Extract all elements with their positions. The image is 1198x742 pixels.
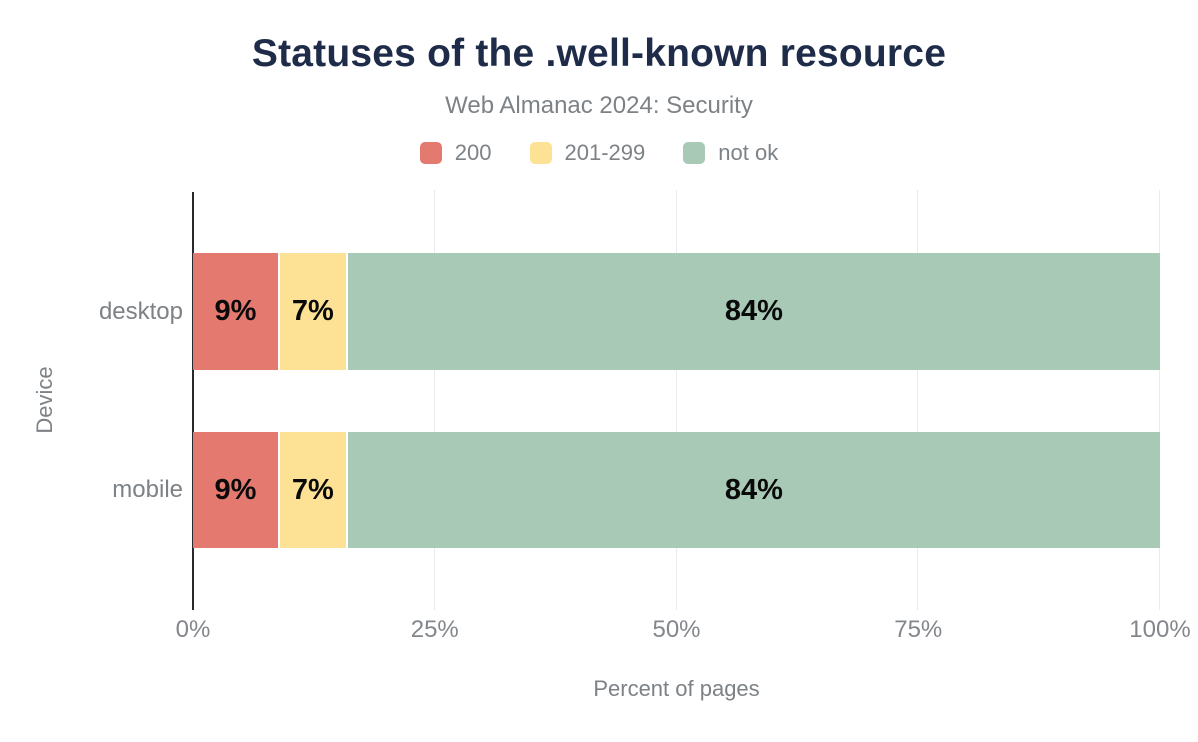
legend-label: 200 (454, 140, 492, 165)
x-tick-100: 100% (1129, 616, 1191, 643)
bar-value-label: 7% (291, 295, 334, 327)
bar-row-mobile: 9% 7% 84% (193, 432, 1160, 548)
bar-segment-desktop-201-299[interactable]: 7% (280, 253, 348, 370)
bar-row-desktop: 9% 7% 84% (193, 253, 1160, 370)
legend-swatch-icon (683, 142, 706, 164)
legend: 200 201-299 not ok (0, 140, 1198, 166)
x-tick-25: 25% (410, 616, 459, 643)
gridline-25 (433, 190, 435, 610)
legend-swatch-icon (419, 142, 442, 164)
bar-value-label: 84% (724, 295, 783, 327)
bar-segment-desktop-200[interactable]: 9% (193, 253, 281, 370)
legend-label: not ok (718, 140, 779, 165)
bar-segment-desktop-not-ok[interactable]: 84% (347, 253, 1160, 370)
bar-value-label: 84% (724, 473, 783, 506)
bar-segment-mobile-201-299[interactable]: 7% (280, 432, 348, 548)
x-axis-title: Percent of pages (593, 676, 760, 701)
bar-value-label: 9% (214, 295, 257, 327)
x-tick-0: 0% (175, 616, 211, 643)
x-tick-75: 75% (894, 616, 943, 643)
gridline-100 (1159, 190, 1160, 610)
bar-segment-mobile-not-ok[interactable]: 84% (347, 432, 1160, 548)
plot-area: 9% 7% 84% 9% 7% 84% desktop mobile 0% 25% 50% 75%… (32, 190, 1191, 701)
chart-subtitle: Web Almanac 2024: Security (445, 92, 753, 119)
bar-value-label: 9% (214, 473, 257, 506)
legend-label: 201-299 (564, 140, 646, 165)
bar-segment-mobile-200[interactable]: 9% (193, 432, 281, 548)
y-axis-title: Device (32, 366, 57, 434)
legend-item-200[interactable]: 200 (419, 140, 492, 166)
legend-item-not-ok[interactable]: not ok (683, 140, 778, 166)
bar-value-label: 7% (291, 473, 334, 506)
x-tick-50: 50% (652, 616, 701, 643)
gridline-75 (917, 190, 919, 610)
legend-swatch-icon (529, 142, 552, 164)
y-axis-line (192, 192, 194, 610)
category-label-desktop: desktop (98, 297, 183, 325)
gridline-50 (675, 190, 677, 610)
chart-title: Statuses of the .well-known resource (251, 32, 947, 75)
category-label-mobile: mobile (112, 476, 183, 503)
legend-item-201-299[interactable]: 201-299 (529, 140, 646, 166)
